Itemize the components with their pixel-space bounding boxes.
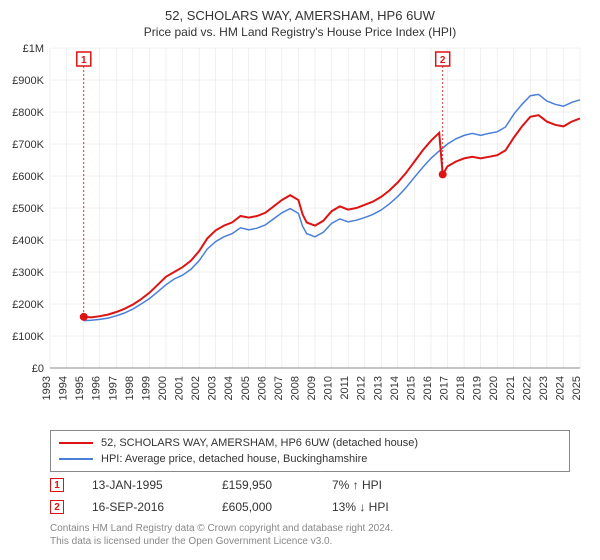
x-tick-label: 2020 xyxy=(488,376,500,400)
attribution-line: Contains HM Land Registry data © Crown c… xyxy=(50,522,570,535)
series-line xyxy=(84,115,580,317)
x-tick-label: 1997 xyxy=(107,376,119,400)
x-tick-label: 1999 xyxy=(140,376,152,400)
x-tick-label: 1998 xyxy=(124,376,136,400)
y-tick-label: £100K xyxy=(12,331,44,343)
x-tick-label: 2007 xyxy=(273,376,285,400)
x-tick-label: 2015 xyxy=(405,376,417,400)
x-tick-label: 2012 xyxy=(356,376,368,400)
x-tick-label: 2013 xyxy=(372,376,384,400)
x-tick-label: 2016 xyxy=(422,376,434,400)
y-tick-label: £300K xyxy=(12,267,44,279)
legend-label: HPI: Average price, detached house, Buck… xyxy=(101,453,367,465)
x-tick-label: 2002 xyxy=(190,376,202,400)
marker-number-badge: 1 xyxy=(50,478,64,492)
event-marker-dot xyxy=(80,313,88,321)
series-line xyxy=(84,94,580,320)
attribution: Contains HM Land Registry data © Crown c… xyxy=(50,522,570,548)
x-tick-label: 1996 xyxy=(91,376,103,400)
legend-label: 52, SCHOLARS WAY, AMERSHAM, HP6 6UW (det… xyxy=(101,437,418,449)
x-tick-label: 2008 xyxy=(289,376,301,400)
x-tick-label: 2014 xyxy=(389,376,401,400)
y-tick-label: £200K xyxy=(12,299,44,311)
y-tick-label: £800K xyxy=(12,107,44,119)
marker-date: 16-SEP-2016 xyxy=(92,500,222,514)
legend-row: 52, SCHOLARS WAY, AMERSHAM, HP6 6UW (det… xyxy=(59,435,561,451)
x-tick-label: 2010 xyxy=(323,376,335,400)
y-tick-label: £1M xyxy=(23,44,44,55)
marker-row: 1 13-JAN-1995£159,9507% ↑ HPI xyxy=(50,474,570,496)
x-tick-label: 1994 xyxy=(58,376,70,400)
x-tick-label: 2025 xyxy=(571,376,583,400)
y-tick-label: £500K xyxy=(12,203,44,215)
x-tick-label: 2004 xyxy=(223,376,235,400)
chart-subtitle: Price paid vs. HM Land Registry's House … xyxy=(0,23,600,39)
attribution-line: This data is licensed under the Open Gov… xyxy=(50,535,570,548)
x-tick-label: 2009 xyxy=(306,376,318,400)
x-tick-label: 2022 xyxy=(521,376,533,400)
x-tick-label: 2000 xyxy=(157,376,169,400)
event-marker-number: 2 xyxy=(440,55,446,66)
x-tick-label: 1995 xyxy=(74,376,86,400)
chart-area: £0 £100K £200K £300K £400K £500K £600K £700K £80… xyxy=(0,44,600,424)
x-tick-label: 2006 xyxy=(256,376,268,400)
legend-row: HPI: Average price, detached house, Buck… xyxy=(59,451,561,467)
x-tick-label: 2005 xyxy=(240,376,252,400)
x-tick-label: 2023 xyxy=(538,376,550,400)
y-tick-label: £0 xyxy=(32,363,44,375)
marker-hpi-diff: 7% ↑ HPI xyxy=(332,478,442,492)
y-tick-label: £700K xyxy=(12,139,44,151)
x-tick-label: 2017 xyxy=(439,376,451,400)
x-tick-label: 2003 xyxy=(207,376,219,400)
legend-swatch xyxy=(59,458,93,460)
marker-number-badge: 2 xyxy=(50,500,64,514)
marker-price: £159,950 xyxy=(222,478,332,492)
legend-swatch xyxy=(59,442,93,444)
x-tick-label: 2018 xyxy=(455,376,467,400)
y-tick-label: £400K xyxy=(12,235,44,247)
chart-title: 52, SCHOLARS WAY, AMERSHAM, HP6 6UW xyxy=(0,0,600,23)
x-tick-label: 2021 xyxy=(505,376,517,400)
marker-row: 2 16-SEP-2016£605,00013% ↓ HPI xyxy=(50,496,570,518)
legend: 52, SCHOLARS WAY, AMERSHAM, HP6 6UW (det… xyxy=(50,430,570,472)
x-tick-label: 2001 xyxy=(174,376,186,400)
chart-svg: £0 £100K £200K £300K £400K £500K £600K £700K £80… xyxy=(0,44,600,424)
event-marker-dot xyxy=(439,170,447,178)
x-tick-label: 2011 xyxy=(339,376,351,400)
y-tick-label: £600K xyxy=(12,171,44,183)
x-tick-label: 1993 xyxy=(41,376,53,400)
marker-date: 13-JAN-1995 xyxy=(92,478,222,492)
x-tick-label: 2019 xyxy=(472,376,484,400)
y-tick-label: £900K xyxy=(12,75,44,87)
event-marker-number: 1 xyxy=(81,55,87,66)
x-tick-label: 2024 xyxy=(554,376,566,400)
marker-price: £605,000 xyxy=(222,500,332,514)
event-markers-table: 1 13-JAN-1995£159,9507% ↑ HPI 2 16-SEP-2016… xyxy=(50,474,570,518)
marker-hpi-diff: 13% ↓ HPI xyxy=(332,500,442,514)
